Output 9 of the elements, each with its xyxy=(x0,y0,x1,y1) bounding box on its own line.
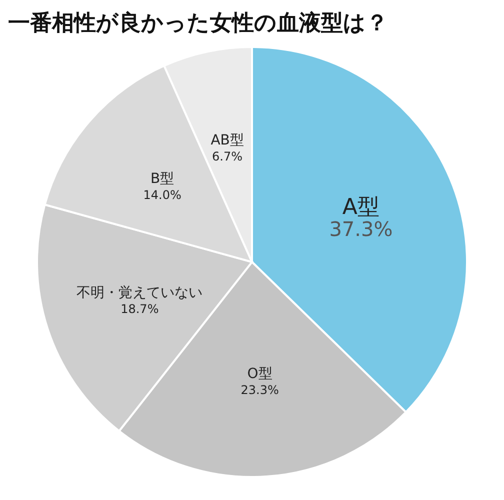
data-label: 18.7% xyxy=(120,302,159,316)
data-label: 6.7% xyxy=(212,149,243,164)
slice-label: 不明・覚えていない xyxy=(76,284,203,301)
slice-label: O型 xyxy=(247,366,272,382)
slice-label: B型 xyxy=(150,170,174,187)
slice-label: AB型 xyxy=(210,132,244,148)
data-label: 14.0% xyxy=(143,188,182,202)
chart-title: 一番相性が良かった女性の血液型は？ xyxy=(8,10,388,36)
data-label: 23.3% xyxy=(240,382,279,397)
